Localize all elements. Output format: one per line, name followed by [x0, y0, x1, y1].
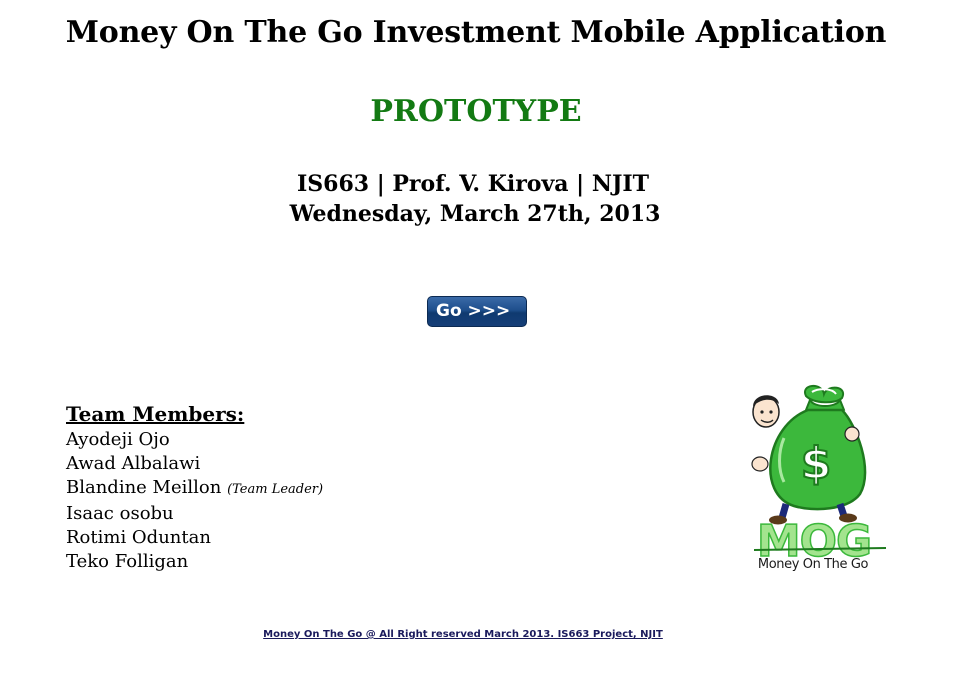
page-subtitle: PROTOTYPE — [370, 94, 582, 129]
team-members-section: Team Members: Ayodeji Ojo Awad Albalawi … — [66, 400, 486, 574]
team-member-name: Blandine Meillon — [66, 477, 222, 498]
footer-link[interactable]: Money On The Go @ All Right reserved Mar… — [263, 629, 663, 640]
team-member-name: Rotimi Oduntan — [66, 527, 211, 548]
date-line: Wednesday, March 27th, 2013 — [289, 201, 661, 227]
money-bag-mascot-icon: $ MOG — [751, 385, 887, 568]
svg-text:MOG: MOG — [757, 516, 871, 567]
course-line: IS663 | Prof. V. Kirova | NJIT — [296, 171, 650, 197]
svg-text:$: $ — [801, 438, 832, 489]
team-member-name: Isaac osobu — [66, 503, 174, 524]
team-member: Rotimi Oduntan — [66, 526, 486, 550]
team-member-name: Ayodeji Ojo — [66, 429, 170, 450]
team-members-heading: Team Members: — [66, 402, 245, 426]
team-member: Isaac osobu — [66, 502, 486, 526]
team-member-name: Awad Albalawi — [66, 453, 201, 474]
team-leader-role: (Team Leader) — [227, 482, 324, 497]
page-title: Money On The Go Investment Mobile Applic… — [65, 15, 887, 50]
team-member: Teko Folligan — [66, 550, 486, 574]
go-button[interactable]: Go >>> — [427, 296, 527, 327]
footer: Money On The Go @ All Right reserved Mar… — [0, 627, 926, 643]
team-member: Awad Albalawi — [66, 452, 486, 476]
team-member-name: Teko Folligan — [66, 551, 189, 572]
logo-caption: Money On The Go — [757, 557, 869, 572]
team-member: Blandine Meillon (Team Leader) — [66, 476, 486, 502]
team-member: Ayodeji Ojo — [66, 428, 486, 452]
